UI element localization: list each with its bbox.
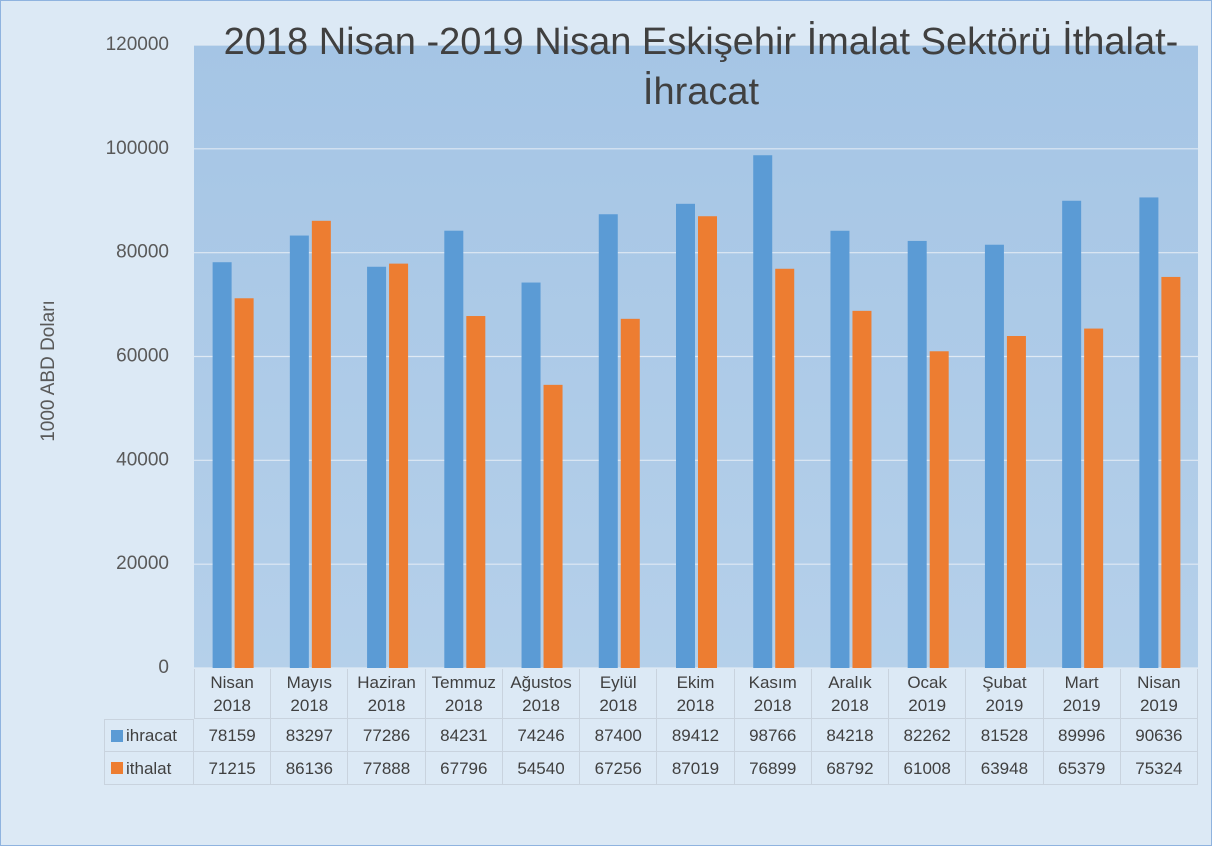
chart-title: 2018 Nisan -2019 Nisan Eskişehir İmalat … [223, 21, 1179, 113]
data-table-value: 75324 [1120, 752, 1198, 785]
bar [676, 203, 695, 668]
data-table-value: 84218 [811, 719, 890, 752]
bar [466, 316, 486, 668]
bar [852, 310, 872, 668]
data-table-value: 71215 [194, 752, 272, 785]
data-table-value: 77286 [348, 719, 426, 752]
bar [753, 155, 773, 668]
bar [1139, 197, 1159, 668]
data-table-value: 61008 [889, 752, 967, 785]
bar [775, 268, 795, 668]
data-table-value: 78159 [194, 719, 272, 752]
x-tick-label: Temmuz 2018 [425, 669, 503, 719]
y-tick-label: 100000 [106, 138, 169, 159]
bar [444, 230, 464, 668]
x-tick-label: Ağustos 2018 [502, 669, 581, 719]
y-axis-label: 1000 ABD Doları [38, 300, 59, 442]
data-table-value: 77888 [348, 752, 426, 785]
data-table-value: 84231 [425, 719, 503, 752]
bar [620, 318, 640, 668]
table-border [194, 669, 195, 719]
x-tick-label: Aralık 2018 [811, 669, 890, 719]
bar [521, 282, 541, 668]
y-tick-label: 80000 [116, 242, 169, 263]
bar [389, 263, 409, 668]
x-tick-label: Mart 2019 [1043, 669, 1121, 719]
data-table-value: 90636 [1120, 719, 1198, 752]
data-table-value: 82262 [889, 719, 967, 752]
data-table-value: 67256 [580, 752, 658, 785]
y-tick-label: 40000 [116, 449, 169, 470]
bar [1062, 200, 1082, 669]
bar [830, 230, 850, 668]
data-table-value: 89996 [1043, 719, 1121, 752]
x-tick-label: Şubat 2019 [966, 669, 1044, 719]
y-tick-label: 120000 [106, 34, 169, 55]
data-table-value: 67796 [425, 752, 503, 785]
bar [234, 298, 254, 668]
x-tick-label: Mayıs 2018 [271, 669, 349, 719]
y-tick-label: 60000 [116, 346, 169, 367]
bar [1006, 336, 1026, 668]
data-table-value: 81528 [966, 719, 1044, 752]
x-tick-label: Nisan 2019 [1120, 669, 1198, 719]
data-table-value: 83297 [271, 719, 349, 752]
data-table-value: 87019 [657, 752, 735, 785]
bar [289, 235, 309, 668]
bar [1161, 276, 1181, 668]
bar [698, 216, 717, 668]
legend-swatch [111, 762, 123, 774]
bar [984, 244, 1004, 668]
legend-item: ihracat [104, 719, 194, 752]
bar [907, 240, 927, 669]
data-table-value: 89412 [657, 719, 735, 752]
x-tick-label: Haziran 2018 [348, 669, 426, 719]
data-table-value: 68792 [811, 752, 890, 785]
legend-label: ithalat [126, 758, 172, 778]
bar [212, 262, 232, 668]
x-tick-label: Nisan 2018 [194, 669, 272, 719]
bar [543, 384, 563, 668]
y-tick-label: 0 [158, 657, 169, 678]
y-tick-label: 20000 [116, 553, 169, 574]
legend-item: ithalat [104, 752, 194, 785]
data-table-value: 98766 [734, 719, 812, 752]
bar [929, 351, 949, 668]
data-table-value: 76899 [734, 752, 812, 785]
bar [311, 220, 331, 668]
data-table-value: 74246 [502, 719, 581, 752]
legend-swatch [111, 729, 123, 742]
bar [367, 266, 387, 668]
data-table-value: 63948 [966, 752, 1044, 785]
x-tick-label: Ocak 2019 [889, 669, 967, 719]
data-table-value: 86136 [271, 752, 349, 785]
data-table-value: 87400 [580, 719, 658, 752]
legend-label: ihracat [126, 726, 178, 745]
x-tick-label: Kasım 2018 [734, 669, 812, 719]
bar [1084, 328, 1104, 668]
x-tick-label: Eylül 2018 [580, 669, 658, 719]
bar [598, 214, 618, 668]
x-tick-label: Ekim 2018 [657, 669, 735, 719]
data-table-value: 65379 [1043, 752, 1121, 785]
data-table-value: 54540 [502, 752, 581, 785]
